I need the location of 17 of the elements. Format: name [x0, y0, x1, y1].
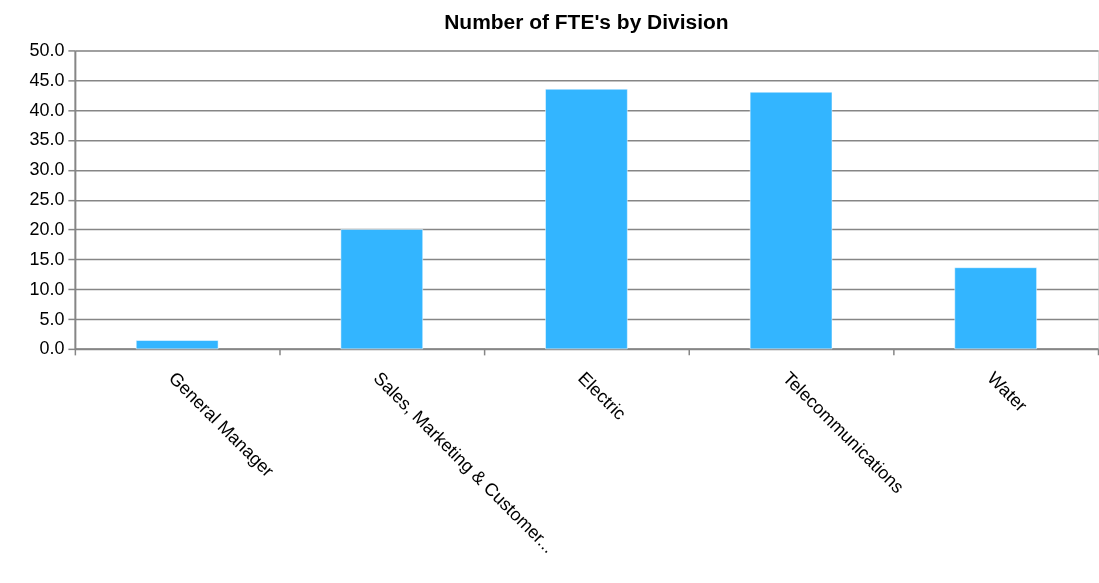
y-tick-label: 50.0: [29, 39, 65, 60]
bar: [340, 229, 423, 350]
y-tick-label: 40.0: [29, 99, 65, 120]
y-tick-label: 45.0: [29, 69, 65, 90]
y-tick-label: 10.0: [29, 278, 65, 299]
bar: [545, 88, 628, 350]
y-tick-label: 30.0: [29, 159, 65, 180]
bar: [954, 267, 1037, 350]
bar: [136, 340, 219, 350]
y-tick-label: 5.0: [39, 308, 65, 329]
y-tick-label: 25.0: [29, 189, 65, 210]
bar: [749, 91, 833, 350]
y-tick-label: 0.0: [39, 338, 65, 359]
y-tick-label: 15.0: [29, 248, 65, 269]
y-tick-label: 20.0: [29, 218, 65, 239]
chart-title: Number of FTE's by Division: [444, 10, 729, 34]
y-tick-label: 35.0: [29, 129, 65, 150]
